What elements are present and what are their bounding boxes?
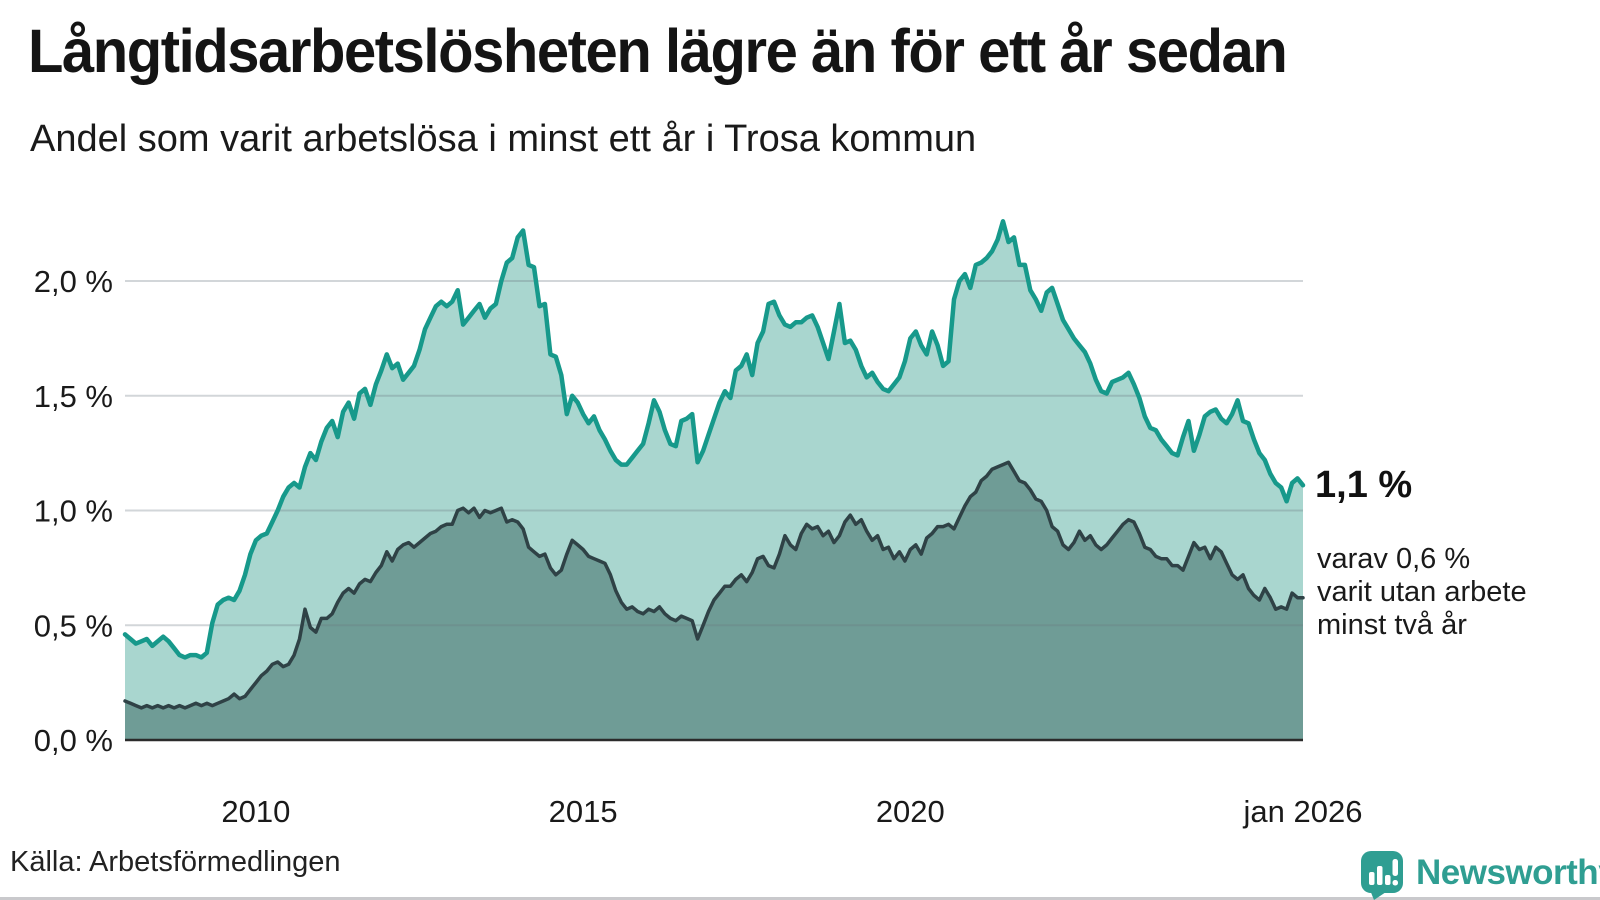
x-axis-labels: 2010 2015 2020 jan 2026 bbox=[221, 794, 1362, 829]
y-tick-label: 0,5 % bbox=[34, 608, 113, 643]
sub-series-annotation: varav 0,6 % varit utan arbete minst två … bbox=[1317, 543, 1527, 642]
y-tick-label: 1,5 % bbox=[34, 379, 113, 414]
x-tick-label: 2020 bbox=[876, 794, 945, 829]
end-value-annotation: 1,1 % bbox=[1315, 463, 1413, 506]
series-line-1 bbox=[123, 460, 1305, 710]
y-tick-label: 2,0 % bbox=[34, 264, 113, 299]
gridlines bbox=[125, 280, 1303, 627]
x-tick-label: jan 2026 bbox=[1243, 794, 1363, 829]
annotation-line-2: varit utan arbete bbox=[1317, 576, 1527, 608]
series-line-0 bbox=[122, 219, 1306, 660]
page-subtitle: Andel som varit arbetslösa i minst ett å… bbox=[30, 118, 977, 160]
source-note: Källa: Arbetsförmedlingen bbox=[10, 846, 341, 878]
series-lines bbox=[122, 219, 1306, 710]
newsworthy-brand: Newsworthy bbox=[1358, 846, 1600, 900]
annotation-line-1: varav 0,6 % bbox=[1317, 543, 1471, 575]
newsworthy-wordmark: Newsworthy bbox=[1416, 853, 1600, 892]
page-title: Långtidsarbetslösheten lägre än för ett … bbox=[28, 17, 1288, 85]
newsworthy-logo-icon bbox=[1361, 851, 1403, 900]
x-tick-label: 2010 bbox=[221, 794, 290, 829]
annotation-line-3: minst två år bbox=[1317, 609, 1467, 641]
y-tick-label: 1,0 % bbox=[34, 494, 113, 529]
y-tick-label: 0,0 % bbox=[34, 723, 113, 758]
y-axis-labels: 0,0 % 0,5 % 1,0 % 1,5 % 2,0 % bbox=[34, 264, 113, 758]
x-tick-label: 2015 bbox=[549, 794, 618, 829]
